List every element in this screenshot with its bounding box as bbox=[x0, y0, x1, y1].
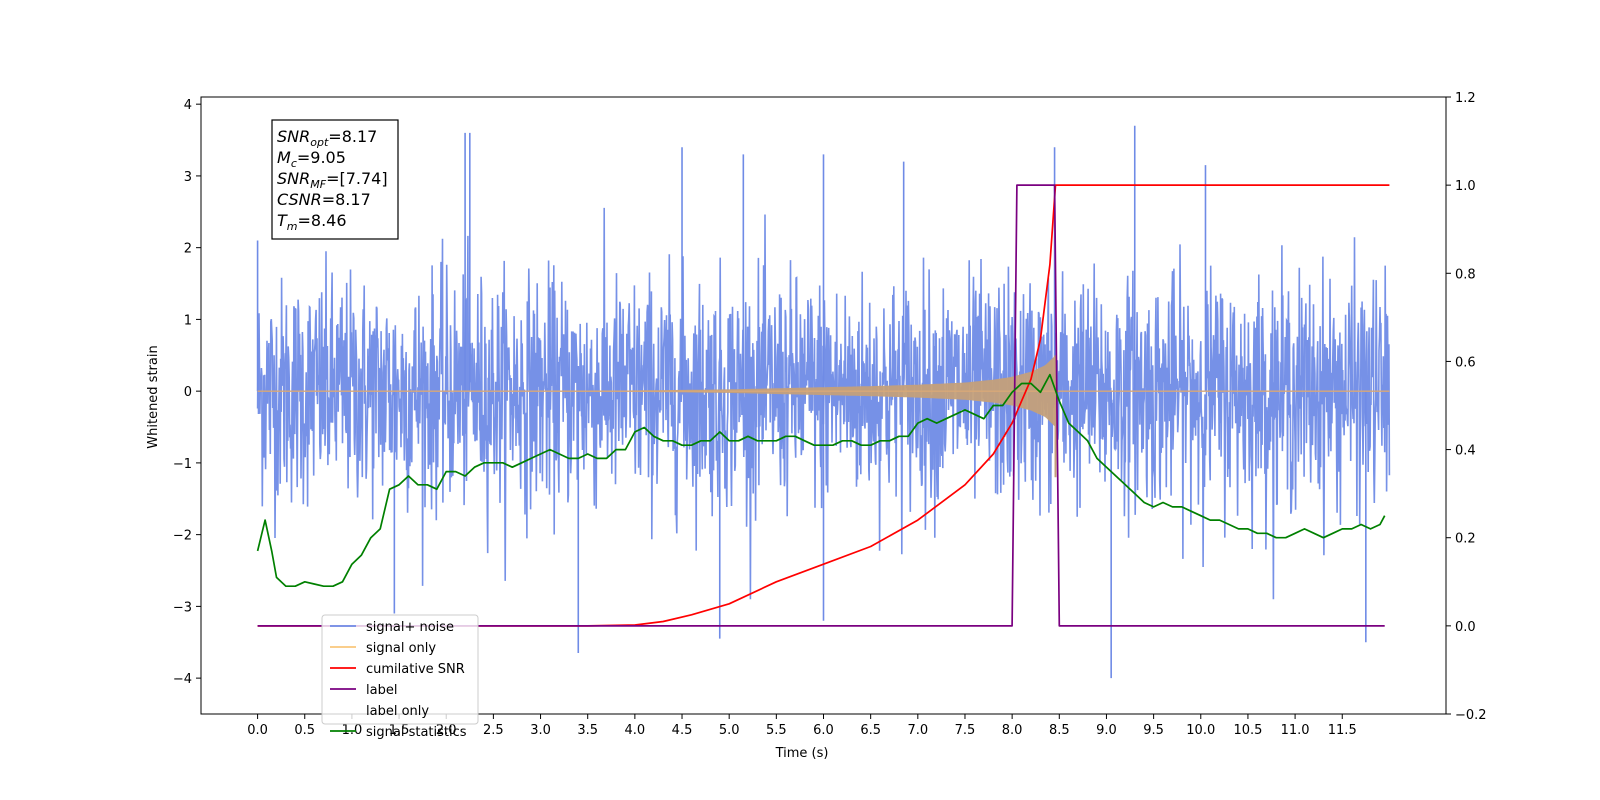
y-right-tick-label: 0.2 bbox=[1455, 532, 1476, 547]
legend-label: cumilative SNR bbox=[366, 662, 465, 677]
x-tick-label: 7.5 bbox=[955, 723, 976, 738]
x-tick-label: 3.5 bbox=[577, 723, 598, 738]
x-tick-label: 6.5 bbox=[860, 723, 881, 738]
y-right-tick-label: 1.0 bbox=[1455, 179, 1476, 194]
y-right-tick-label: −0.2 bbox=[1455, 708, 1487, 723]
x-tick-label: 9.5 bbox=[1143, 723, 1164, 738]
series-label-line bbox=[257, 184, 1385, 627]
legend-label: signal only bbox=[366, 641, 436, 656]
series-cumulative-snr-line bbox=[257, 184, 1390, 627]
x-tick-label: 2.0 bbox=[436, 723, 457, 738]
y-right-tick-label: 0.8 bbox=[1455, 267, 1476, 282]
annotation-line: SNRMF=[7.74] bbox=[277, 169, 388, 191]
x-tick-label: 5.0 bbox=[719, 723, 740, 738]
x-tick-label: 3.0 bbox=[530, 723, 551, 738]
x-tick-label: 7.0 bbox=[907, 723, 928, 738]
legend-frame bbox=[321, 614, 479, 725]
y-left-tick-label: 0 bbox=[184, 385, 192, 400]
legend-label: signal statistics bbox=[366, 725, 467, 740]
annotation-line: Mc=9.05 bbox=[277, 148, 346, 170]
y-axis-label-left: Whitened strain bbox=[146, 345, 161, 448]
x-tick-label: 11.5 bbox=[1328, 723, 1357, 738]
y-left-tick-label: −2 bbox=[173, 529, 192, 544]
x-tick-label: 0.5 bbox=[294, 723, 315, 738]
y-left-tick-label: 1 bbox=[184, 313, 192, 328]
x-tick-label: 2.5 bbox=[483, 723, 504, 738]
x-tick-label: 4.0 bbox=[625, 723, 646, 738]
y-left-tick-label: 3 bbox=[184, 170, 192, 185]
y-right-tick-label: 0.6 bbox=[1455, 355, 1476, 370]
legend: signal+ noise signal only cumilative SNR la… bbox=[321, 614, 479, 740]
annotation-line: Tm=8.46 bbox=[277, 211, 347, 233]
y-left-tick-label: −4 bbox=[173, 672, 192, 687]
annotation-line: SNRopt=8.17 bbox=[277, 127, 377, 149]
y-left-tick-label: −1 bbox=[173, 457, 192, 472]
x-tick-label: 6.0 bbox=[813, 723, 834, 738]
x-axis-label: Time (s) bbox=[775, 746, 829, 761]
x-tick-label: 5.5 bbox=[766, 723, 787, 738]
y-left-tick-label: 2 bbox=[184, 242, 192, 257]
x-tick-label: 10.5 bbox=[1233, 723, 1262, 738]
y-right-tick-label: 0.0 bbox=[1455, 620, 1476, 635]
x-tick-label: 1.5 bbox=[389, 723, 410, 738]
legend-label: label bbox=[366, 683, 397, 698]
x-tick-label: 9.0 bbox=[1096, 723, 1117, 738]
y-right-tick-label: 1.2 bbox=[1455, 91, 1476, 106]
y-left-tick-label: −3 bbox=[173, 600, 192, 615]
axes: 0.0 0.5 1.0 1.5 2.0 2.5 3.0 3.5 4.0 4.5 5.0 5.5 6.0 6… bbox=[173, 91, 1487, 738]
x-tick-label: 10.0 bbox=[1186, 723, 1215, 738]
x-tick-label: 8.5 bbox=[1049, 723, 1070, 738]
series-signal-statistics-line bbox=[256, 373, 1386, 588]
y-left-tick-label: 4 bbox=[184, 98, 192, 113]
legend-label: signal+ noise bbox=[366, 620, 454, 635]
annotation-box-frame bbox=[271, 119, 399, 240]
x-tick-label: 4.5 bbox=[672, 723, 693, 738]
plot-area bbox=[256, 125, 1391, 679]
x-tick-label: 8.0 bbox=[1002, 723, 1023, 738]
annotation-line: CSNR=8.17 bbox=[277, 190, 371, 209]
x-tick-label: 0.0 bbox=[247, 723, 268, 738]
legend-label: label only bbox=[366, 704, 429, 719]
y-right-tick-label: 0.4 bbox=[1455, 444, 1476, 459]
x-tick-label: 11.0 bbox=[1281, 723, 1310, 738]
